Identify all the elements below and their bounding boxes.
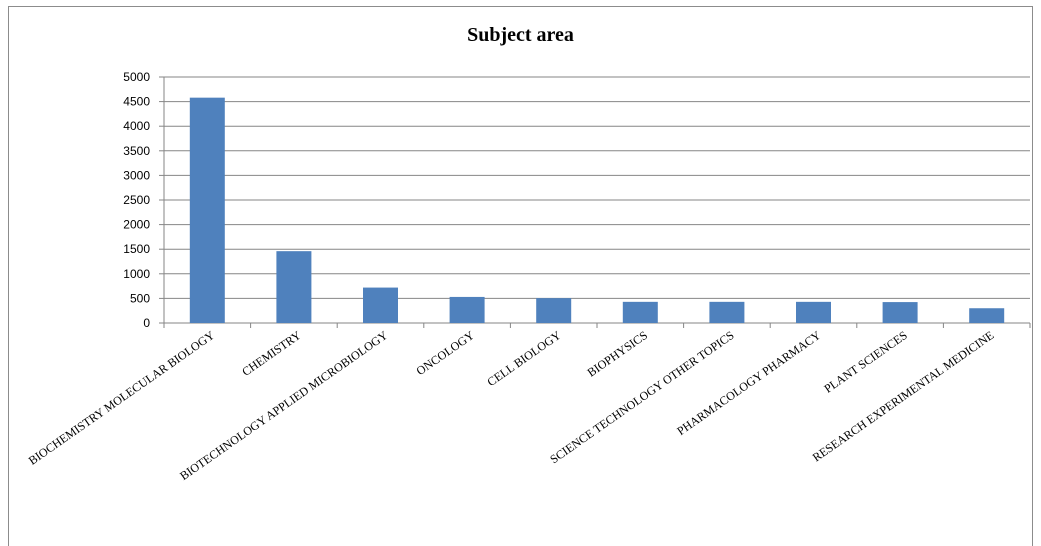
y-tick-label: 2500 [123, 193, 150, 207]
bar [449, 296, 485, 323]
y-tick-label: 4500 [123, 95, 150, 109]
x-tick-label: SCIENCE TECHNOLOGY OTHER TOPICS [547, 328, 736, 466]
bar [709, 301, 745, 323]
y-tick-label: 2000 [123, 218, 150, 232]
y-tick-label: 3500 [123, 144, 150, 158]
bar [189, 97, 225, 323]
y-tick-label: 4000 [123, 119, 150, 133]
y-tick: 1500 [123, 242, 1030, 256]
y-tick: 2500 [123, 193, 1030, 207]
chart-title: Subject area [467, 24, 574, 46]
y-tick-label: 1500 [123, 242, 150, 256]
x-tick-label: CELL BIOLOGY [484, 328, 563, 389]
bar [276, 251, 312, 323]
bar [363, 287, 398, 323]
bar [622, 301, 658, 323]
y-tick-label: 500 [130, 291, 150, 305]
chart-frame [8, 6, 1033, 546]
y-tick: 3000 [123, 168, 1030, 182]
bar [796, 301, 831, 323]
x-tick-label: CHEMISTRY [239, 328, 304, 379]
x-tick-label: PHARMACOLOGY PHARMACY [674, 328, 823, 438]
y-tick: 5000 [123, 70, 1030, 84]
y-tick-label: 0 [143, 316, 150, 330]
y-tick: 1000 [123, 267, 1030, 281]
x-tick-label: BIOCHEMISTRY MOLECULAR BIOLOGY [26, 328, 217, 468]
y-tick: 3500 [123, 144, 1030, 158]
x-tick-label: RESEARCH EXPERIMENTAL MEDICINE [810, 328, 997, 464]
y-tick-label: 1000 [123, 267, 150, 281]
bar [969, 308, 1005, 323]
y-tick: 2000 [123, 218, 1030, 232]
y-tick: 4000 [123, 119, 1030, 133]
bar [882, 302, 918, 323]
y-tick-label: 5000 [123, 70, 150, 84]
y-tick-label: 3000 [123, 168, 150, 182]
x-tick-label: BIOPHYSICS [585, 328, 650, 380]
y-tick: 4500 [123, 95, 1030, 109]
x-tick-label: ONCOLOGY [414, 328, 477, 378]
bar [536, 298, 572, 323]
x-tick-label: PLANT SCIENCES [821, 328, 909, 396]
